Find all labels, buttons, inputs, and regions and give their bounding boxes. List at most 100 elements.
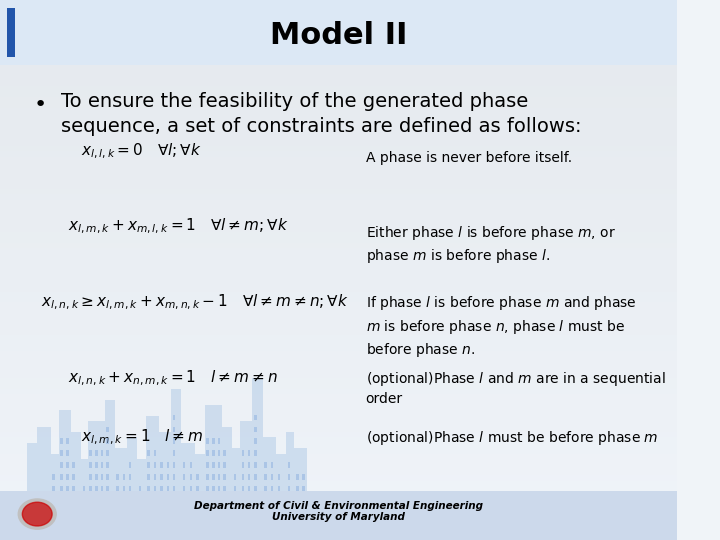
FancyBboxPatch shape bbox=[66, 438, 69, 444]
FancyBboxPatch shape bbox=[161, 474, 163, 480]
FancyBboxPatch shape bbox=[166, 474, 169, 480]
FancyBboxPatch shape bbox=[89, 450, 92, 456]
FancyBboxPatch shape bbox=[254, 427, 256, 432]
FancyBboxPatch shape bbox=[288, 462, 290, 468]
FancyBboxPatch shape bbox=[207, 438, 210, 444]
FancyBboxPatch shape bbox=[197, 474, 199, 480]
FancyBboxPatch shape bbox=[217, 474, 220, 480]
Text: A phase is never before itself.: A phase is never before itself. bbox=[366, 151, 572, 165]
FancyBboxPatch shape bbox=[159, 432, 171, 497]
FancyBboxPatch shape bbox=[223, 486, 226, 491]
FancyBboxPatch shape bbox=[161, 486, 163, 491]
FancyBboxPatch shape bbox=[173, 415, 175, 420]
Text: $x_{l,n,k} + x_{n,m,k} = 1 \quad l \neq m \neq n$: $x_{l,n,k} + x_{n,m,k} = 1 \quad l \neq … bbox=[68, 368, 277, 388]
FancyBboxPatch shape bbox=[248, 474, 251, 480]
FancyBboxPatch shape bbox=[117, 474, 119, 480]
FancyBboxPatch shape bbox=[207, 474, 210, 480]
FancyBboxPatch shape bbox=[147, 486, 150, 491]
FancyBboxPatch shape bbox=[95, 474, 98, 480]
FancyBboxPatch shape bbox=[207, 486, 210, 491]
FancyBboxPatch shape bbox=[217, 486, 220, 491]
FancyBboxPatch shape bbox=[60, 486, 63, 491]
FancyBboxPatch shape bbox=[212, 474, 215, 480]
FancyBboxPatch shape bbox=[254, 462, 256, 468]
FancyBboxPatch shape bbox=[107, 486, 109, 491]
FancyBboxPatch shape bbox=[129, 474, 131, 480]
FancyBboxPatch shape bbox=[107, 450, 109, 456]
FancyBboxPatch shape bbox=[248, 486, 251, 491]
FancyBboxPatch shape bbox=[181, 443, 195, 497]
FancyBboxPatch shape bbox=[147, 450, 150, 456]
FancyBboxPatch shape bbox=[52, 486, 55, 491]
FancyBboxPatch shape bbox=[73, 462, 75, 468]
FancyBboxPatch shape bbox=[51, 454, 59, 497]
Text: If phase $l$ is before phase $m$ and phase
$m$ is before phase $n$, phase $l$ mu: If phase $l$ is before phase $m$ and pha… bbox=[366, 294, 636, 359]
FancyBboxPatch shape bbox=[101, 474, 104, 480]
FancyBboxPatch shape bbox=[107, 438, 109, 444]
FancyBboxPatch shape bbox=[0, 491, 677, 540]
FancyBboxPatch shape bbox=[117, 486, 119, 491]
Text: University of Maryland: University of Maryland bbox=[272, 512, 405, 522]
FancyBboxPatch shape bbox=[248, 450, 251, 456]
FancyBboxPatch shape bbox=[147, 474, 150, 480]
FancyBboxPatch shape bbox=[189, 474, 192, 480]
FancyBboxPatch shape bbox=[276, 454, 287, 497]
FancyBboxPatch shape bbox=[254, 415, 256, 420]
FancyBboxPatch shape bbox=[129, 462, 131, 468]
FancyBboxPatch shape bbox=[271, 462, 274, 468]
FancyBboxPatch shape bbox=[254, 474, 256, 480]
FancyBboxPatch shape bbox=[0, 0, 677, 65]
FancyBboxPatch shape bbox=[6, 8, 15, 57]
FancyBboxPatch shape bbox=[277, 486, 280, 491]
FancyBboxPatch shape bbox=[263, 437, 276, 497]
FancyBboxPatch shape bbox=[296, 474, 299, 480]
FancyBboxPatch shape bbox=[122, 486, 125, 491]
FancyBboxPatch shape bbox=[271, 474, 274, 480]
FancyBboxPatch shape bbox=[254, 450, 256, 456]
Text: $x_{l,l,k} = 0 \quad \forall l; \forall k$: $x_{l,l,k} = 0 \quad \forall l; \forall … bbox=[81, 141, 202, 161]
FancyBboxPatch shape bbox=[288, 486, 290, 491]
FancyBboxPatch shape bbox=[147, 462, 150, 468]
FancyBboxPatch shape bbox=[189, 462, 192, 468]
FancyBboxPatch shape bbox=[81, 459, 88, 497]
FancyBboxPatch shape bbox=[183, 486, 186, 491]
FancyBboxPatch shape bbox=[173, 462, 175, 468]
FancyBboxPatch shape bbox=[233, 474, 236, 480]
FancyBboxPatch shape bbox=[153, 474, 156, 480]
FancyBboxPatch shape bbox=[223, 450, 226, 456]
FancyBboxPatch shape bbox=[240, 421, 253, 497]
FancyBboxPatch shape bbox=[101, 486, 104, 491]
FancyBboxPatch shape bbox=[95, 486, 98, 491]
FancyBboxPatch shape bbox=[101, 462, 104, 468]
FancyBboxPatch shape bbox=[197, 486, 199, 491]
FancyBboxPatch shape bbox=[115, 448, 127, 497]
FancyBboxPatch shape bbox=[242, 462, 244, 468]
FancyBboxPatch shape bbox=[59, 410, 71, 497]
FancyBboxPatch shape bbox=[153, 462, 156, 468]
Text: $x_{l,n,k} \geq x_{l,m,k} + x_{m,n,k} - 1 \quad \forall l \neq m \neq n; \forall: $x_{l,n,k} \geq x_{l,m,k} + x_{m,n,k} - … bbox=[40, 293, 348, 312]
FancyBboxPatch shape bbox=[60, 450, 63, 456]
Circle shape bbox=[22, 502, 52, 526]
FancyBboxPatch shape bbox=[217, 462, 220, 468]
FancyBboxPatch shape bbox=[277, 474, 280, 480]
FancyBboxPatch shape bbox=[223, 462, 226, 468]
FancyBboxPatch shape bbox=[302, 474, 305, 480]
FancyBboxPatch shape bbox=[89, 462, 92, 468]
FancyBboxPatch shape bbox=[217, 438, 220, 444]
FancyBboxPatch shape bbox=[83, 486, 85, 491]
FancyBboxPatch shape bbox=[212, 486, 215, 491]
FancyBboxPatch shape bbox=[288, 474, 290, 480]
FancyBboxPatch shape bbox=[139, 486, 141, 491]
FancyBboxPatch shape bbox=[173, 450, 175, 456]
FancyBboxPatch shape bbox=[233, 486, 236, 491]
FancyBboxPatch shape bbox=[153, 486, 156, 491]
FancyBboxPatch shape bbox=[166, 462, 169, 468]
FancyBboxPatch shape bbox=[223, 474, 226, 480]
FancyBboxPatch shape bbox=[89, 486, 92, 491]
Text: To ensure the feasibility of the generated phase
sequence, a set of constraints : To ensure the feasibility of the generat… bbox=[61, 92, 582, 136]
FancyBboxPatch shape bbox=[60, 474, 63, 480]
Text: Department of Civil & Environmental Engineering: Department of Civil & Environmental Engi… bbox=[194, 501, 483, 511]
FancyBboxPatch shape bbox=[173, 427, 175, 432]
FancyBboxPatch shape bbox=[73, 474, 75, 480]
FancyBboxPatch shape bbox=[122, 474, 125, 480]
